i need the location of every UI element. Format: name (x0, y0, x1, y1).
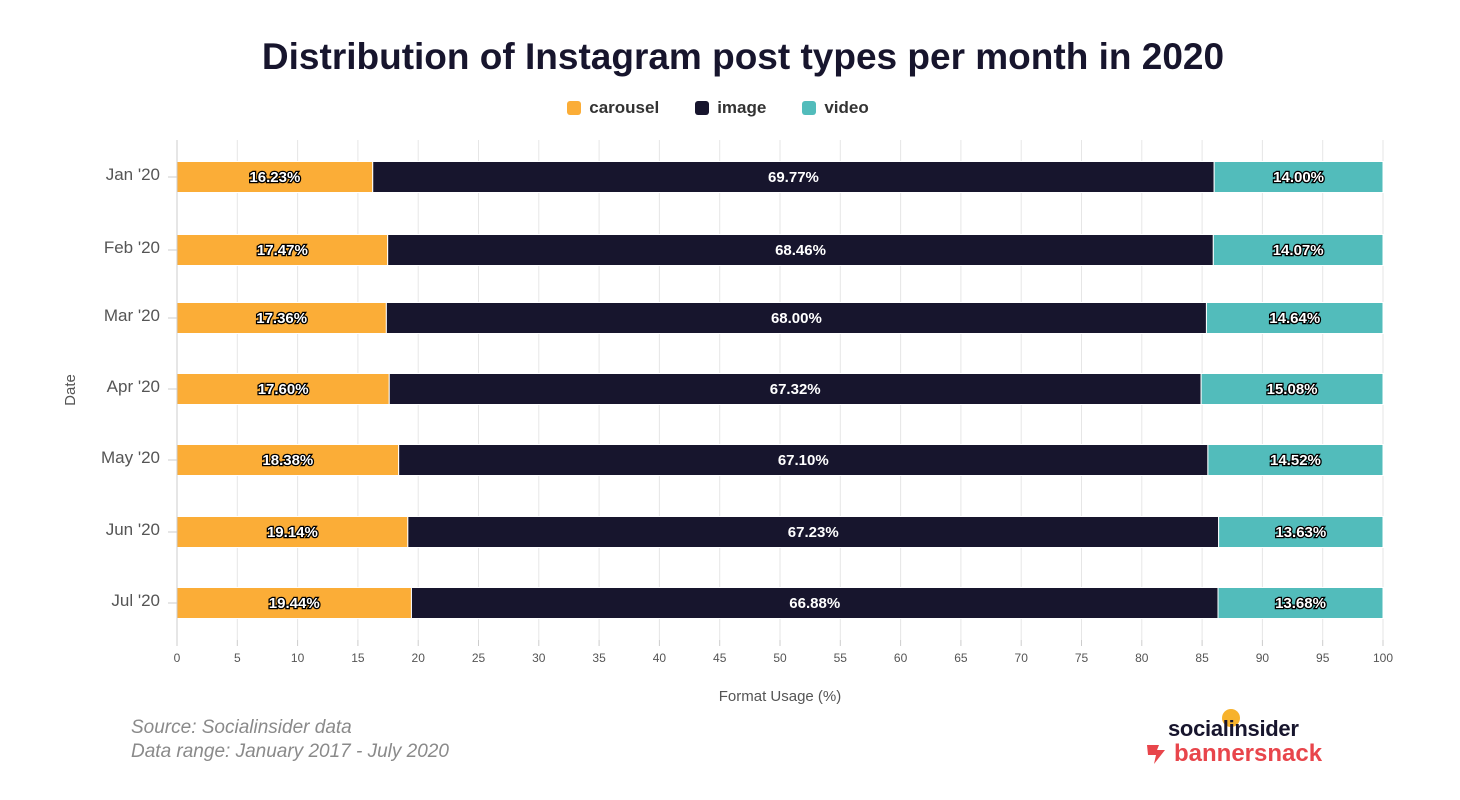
data-label: 16.23% (249, 169, 300, 186)
legend: carousel image video (0, 98, 1436, 118)
x-tick-label: 90 (1256, 651, 1270, 665)
legend-item-video[interactable]: video (802, 98, 869, 118)
bar-segment-carousel[interactable] (176, 161, 374, 193)
x-tick-label: 45 (713, 651, 727, 665)
x-tick-label: 100 (1373, 651, 1393, 665)
data-label: 15.08% (1267, 381, 1318, 398)
category-label: Jan '20 (106, 165, 160, 184)
source-note: Source: Socialinsider data (131, 717, 352, 738)
x-tick-label: 40 (653, 651, 667, 665)
socialinsider-logo-icon (1222, 709, 1240, 727)
bar-segment-video[interactable] (1207, 444, 1384, 476)
x-tick-label: 15 (351, 651, 365, 665)
bar-segment-image[interactable] (398, 444, 1209, 476)
data-label: 13.63% (1275, 524, 1326, 541)
bar-segment-image[interactable] (385, 302, 1207, 334)
x-tick-label: 35 (592, 651, 606, 665)
data-label: 14.52% (1270, 452, 1321, 469)
data-label: 19.14% (267, 524, 318, 541)
data-label: 17.47% (257, 242, 308, 259)
bar-segment-video[interactable] (1218, 516, 1384, 548)
x-tick-label: 80 (1135, 651, 1149, 665)
x-axis-title: Format Usage (%) (719, 688, 842, 705)
data-label: 19.44% (269, 595, 320, 612)
data-labels: 16.23% 69.77% 14.00% 17.47% 68.46% 14.07% 17.3… (248, 168, 1327, 614)
legend-label: video (824, 98, 869, 117)
bar-segment-image[interactable] (387, 234, 1214, 266)
bar-segment-image[interactable] (410, 587, 1219, 619)
legend-item-image[interactable]: image (695, 98, 766, 118)
legend-swatch (695, 101, 710, 115)
bar-segment-carousel[interactable] (176, 302, 387, 334)
x-tick-label: 20 (412, 651, 426, 665)
x-tick-label: 25 (472, 651, 486, 665)
data-label: 66.88% (789, 595, 840, 612)
data-label: 14.00% (1273, 169, 1324, 186)
bars (176, 161, 1384, 619)
data-label: 68.00% (771, 310, 822, 327)
category-label: Apr '20 (107, 377, 160, 396)
bar-segment-video[interactable] (1200, 373, 1384, 405)
data-label: 13.68% (1275, 595, 1326, 612)
x-tick-label: 70 (1015, 651, 1029, 665)
x-tick-label: 0 (174, 651, 181, 665)
bannersnack-logo-icon (1147, 745, 1165, 764)
x-tick-label: 30 (532, 651, 546, 665)
data-label: 14.07% (1273, 242, 1324, 259)
x-tick-label: 55 (834, 651, 848, 665)
legend-swatch (802, 101, 817, 115)
bar-segment-video[interactable] (1217, 587, 1384, 619)
data-label: 17.36% (256, 310, 307, 327)
x-tick-label: 85 (1195, 651, 1209, 665)
data-label: 69.77% (768, 169, 819, 186)
x-tick-label: 50 (773, 651, 787, 665)
x-tick-label: 60 (894, 651, 908, 665)
bar-segment-image[interactable] (372, 161, 1215, 193)
bar-segment-video[interactable] (1205, 302, 1384, 334)
x-tick-label: 5 (234, 651, 241, 665)
x-tick-label: 75 (1075, 651, 1089, 665)
category-label: Jul '20 (111, 591, 160, 610)
legend-label: carousel (589, 98, 660, 117)
brand-logos: socialinsider bannersnack (1140, 708, 1340, 768)
x-tick-label: 10 (291, 651, 305, 665)
data-label: 68.46% (775, 242, 826, 259)
bar-segment-image[interactable] (407, 516, 1220, 548)
bar-segment-carousel[interactable] (176, 587, 412, 619)
x-tick-label: 65 (954, 651, 968, 665)
bar-segment-carousel[interactable] (176, 516, 409, 548)
data-label: 14.64% (1269, 310, 1320, 327)
y-axis-title: Date (62, 374, 79, 406)
chart-title: Distribution of Instagram post types per… (261, 36, 1225, 77)
x-tick-label: 95 (1316, 651, 1330, 665)
data-label: 18.38% (262, 452, 313, 469)
category-label: Feb '20 (104, 238, 160, 257)
bar-segment-video[interactable] (1212, 234, 1384, 266)
data-label: 67.32% (770, 381, 821, 398)
legend-label: image (717, 98, 767, 117)
category-label: Jun '20 (106, 520, 160, 539)
bannersnack-logo: bannersnack (1174, 740, 1323, 767)
data-label: 17.60% (258, 381, 309, 398)
socialinsider-logo: socialinsider (1168, 716, 1299, 741)
category-label: May '20 (101, 448, 160, 467)
bar-segment-carousel[interactable] (176, 373, 390, 405)
axes: 0 5 10 15 20 25 30 35 40 45 50 55 60 65 70 75 80 85 90 95 10… (62, 140, 1393, 705)
category-label: Mar '20 (104, 306, 160, 325)
bar-segment-video[interactable] (1213, 161, 1384, 193)
legend-swatch (567, 101, 582, 115)
data-range-note: Data range: January 2017 - July 2020 (131, 741, 449, 762)
data-label: 67.23% (788, 524, 839, 541)
bar-segment-carousel[interactable] (176, 444, 400, 476)
legend-item-carousel[interactable]: carousel (567, 98, 659, 118)
bar-segment-image[interactable] (388, 373, 1202, 405)
data-label: 67.10% (778, 452, 829, 469)
